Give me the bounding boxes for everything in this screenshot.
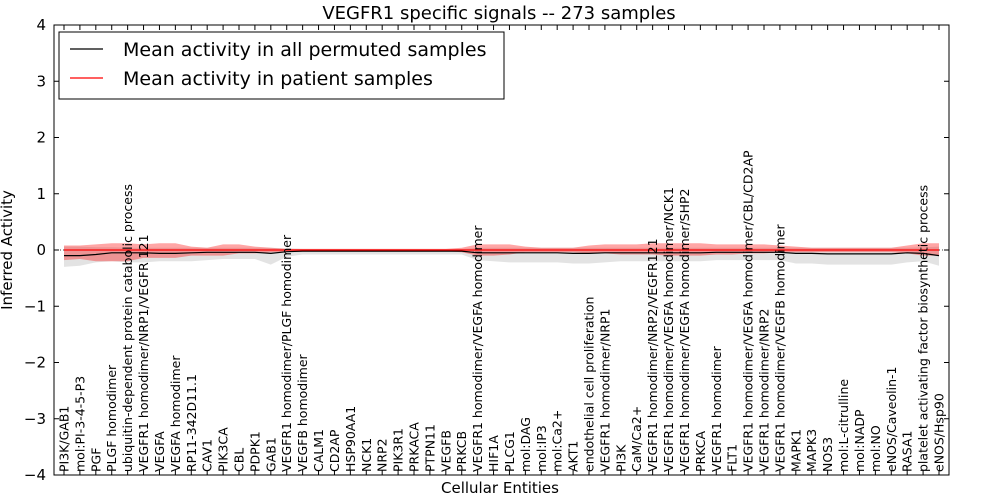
x-tick-label: AKT1 (566, 441, 581, 472)
x-tick-label: PIK3CA (216, 427, 231, 472)
x-tick-label: mol:DAG (518, 417, 533, 472)
x-tick-label: RASA1 (900, 431, 915, 472)
x-tick-label: PI3K (613, 444, 628, 472)
x-tick-label: VEGFR1 homodimer/VEGFA homodimer/CBL/CD2… (741, 150, 756, 472)
x-tick-label: RP11-342D11.1 (184, 374, 199, 472)
chart-title: VEGFR1 specific signals -- 273 samples (322, 3, 675, 24)
legend-box (58, 31, 505, 100)
y-axis-label: Inferred Activity (0, 190, 16, 310)
y-tick-label: −2 (24, 354, 46, 372)
x-tick-label: mol:PI-3-4-5-P3 (72, 376, 87, 472)
x-tick-label: VEGFA (152, 431, 167, 472)
y-tick-label: 2 (36, 129, 46, 147)
x-tick-label: VEGFR1 homodimer/NRP2/VEGFR121 (645, 238, 660, 472)
x-tick-label: NCK1 (359, 438, 374, 472)
x-tick-label: PTPN11 (422, 424, 437, 472)
x-tick-label: MAPK3 (804, 429, 819, 472)
band-layer (54, 243, 949, 267)
x-tick-label: PI3K/GAB1 (57, 406, 72, 472)
x-tick-label: FLT1 (725, 444, 740, 472)
y-tick-label: −1 (24, 297, 46, 315)
x-tick-label: mol:Ca2+ (550, 410, 565, 472)
x-tick-label: CD2AP (327, 429, 342, 472)
y-tick-label: 4 (36, 16, 46, 34)
x-tick-label: VEGFR1 homodimer/VEGFB homodimer (772, 224, 787, 472)
x-tick-label: NRP2 (375, 438, 390, 472)
x-tick-label: CaM/Ca2+ (629, 406, 644, 472)
x-tick-label: mol:IP3 (534, 425, 549, 472)
x-axis-label: Cellular Entities (441, 479, 559, 497)
x-tick-label: VEGFR1 homodimer (709, 345, 724, 472)
x-tick-label: HIF1A (486, 435, 501, 472)
y-tick-label: −4 (24, 466, 46, 484)
x-tick-label: PRKCB (454, 431, 469, 472)
x-tick-label: PLCG1 (502, 431, 517, 472)
legend-label-permuted: Mean activity in all permuted samples (123, 39, 486, 61)
x-tick-label: PIK3R1 (391, 428, 406, 472)
legend-label-patient: Mean activity in patient samples (123, 68, 433, 90)
x-tick-label: NOS3 (820, 437, 835, 472)
x-tick-label: mol:NADP (852, 409, 867, 472)
y-tick-label: 1 (36, 185, 46, 203)
x-tick-label: mol:L-citrulline (836, 379, 851, 472)
x-tick-label: HSP90AA1 (343, 406, 358, 472)
x-tick-label: mol:NO (868, 425, 883, 472)
x-tick-label: PRKACA (407, 422, 422, 472)
x-tick-labels: PI3K/GAB1 mol:PI-3-4-5-P3 PGF PLGF homodime… (57, 25, 947, 475)
x-tick-label: VEGFR1 homodimer/PLGF homodimer (279, 234, 294, 472)
x-tick-label: CBL (232, 448, 247, 472)
x-tick-label: VEGFR1 homodimer/NRP2 (757, 309, 772, 472)
x-tick-label: PDPK1 (247, 431, 262, 472)
line-permuted-mean (64, 250, 940, 257)
x-tick-label: VEGFB (438, 430, 453, 472)
line-layer (64, 249, 940, 257)
y-tick-label: −3 (24, 410, 46, 428)
x-tick-label: VEGFR1 homodimer/NRP1/VEGFR 121 (136, 234, 151, 472)
x-tick-label: VEGFR1 homodimer/NRP1 (597, 309, 612, 472)
x-tick-label: VEGFR1 homodimer/VEGFA homodimer/SHP2 (677, 188, 692, 472)
x-tick-label: eNOS/Caveolin-1 (884, 367, 899, 472)
legend: Mean activity in all permuted samples Me… (58, 31, 505, 100)
x-tick-label: ubiquitin-dependent protein catabolic pr… (120, 184, 135, 472)
x-tick-label: GAB1 (263, 437, 278, 472)
x-tick-label: CAV1 (200, 439, 215, 472)
x-tick-label: PRKCA (693, 431, 708, 472)
y-tick-label: 0 (36, 241, 46, 259)
x-tick-label: platelet activating factor biosynthetic … (916, 185, 931, 472)
x-tick-label: eNOS/Hsp90 (932, 393, 947, 472)
x-tick-label: PGF (88, 448, 103, 472)
y-ticks: −4 −3 −2 −1 0 1 2 3 4 (24, 16, 949, 484)
x-tick-label: VEGFR1 homodimer/VEGFA homodimer/NCK1 (661, 187, 676, 472)
x-tick-label: VEGFR1 homodimer/VEGFA homodimer (470, 225, 485, 472)
y-tick-label: 3 (36, 72, 46, 90)
x-tick-label: VEGFB homodimer (295, 353, 310, 472)
x-tick-label: MAPK1 (788, 429, 803, 472)
x-tick-label: endothelial cell proliferation (582, 297, 597, 472)
x-tick-label: PLGF homodimer (104, 364, 119, 472)
x-tick-label: VEGFA homodimer (168, 355, 183, 472)
x-tick-label: CALM1 (311, 429, 326, 472)
